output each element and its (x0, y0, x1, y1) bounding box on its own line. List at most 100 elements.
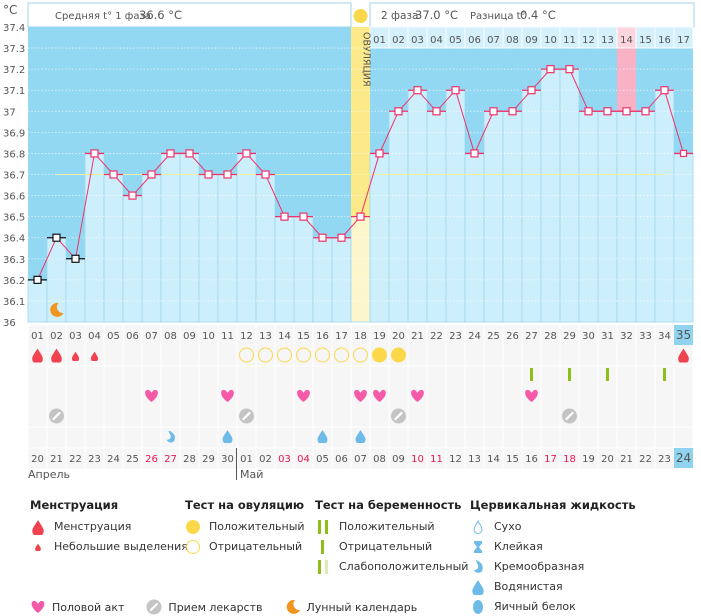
grid-cell (161, 406, 180, 427)
temperature-point (356, 212, 365, 221)
temperature-point (641, 107, 650, 116)
date-label: 21 (620, 454, 633, 465)
date-label: 13 (468, 454, 481, 465)
temperature-point (622, 107, 631, 116)
temperature-point (90, 149, 99, 158)
grid-cell (503, 386, 522, 407)
grid-cell (47, 325, 66, 346)
grid-cell (275, 366, 294, 387)
column-above (674, 48, 693, 154)
column-above (85, 27, 104, 154)
grid-cell (237, 427, 256, 448)
grid-cell (351, 406, 370, 427)
grid-cell (465, 345, 484, 366)
cycle-day-label: 14 (278, 331, 291, 342)
grid-cell (85, 325, 104, 346)
grid-cell (541, 345, 560, 366)
cycle-day-label: 10 (202, 331, 215, 342)
grid-cell (617, 325, 636, 346)
sun-icon (353, 9, 368, 23)
date-label: 23 (88, 454, 101, 465)
grid-cell (408, 345, 427, 366)
column-below (597, 110, 618, 323)
grid-cell (655, 386, 674, 407)
grid-cell (389, 427, 408, 448)
grid-cell (218, 448, 237, 469)
grid-cell (674, 386, 693, 407)
temperature-point (128, 191, 137, 200)
date-label: 26 (145, 454, 158, 465)
legend-label: Кремообразная (494, 560, 585, 573)
grid-cell (465, 366, 484, 387)
legend-label: Яичный белок (494, 600, 576, 613)
date-label: 20 (601, 454, 614, 465)
date-label: 22 (639, 454, 652, 465)
grid-cell (427, 448, 446, 469)
cycle-day-label: 28 (544, 331, 557, 342)
column-above (636, 48, 655, 112)
grid-cell (503, 406, 522, 427)
legend-item: Отрицательный (315, 537, 468, 557)
grid-cell (370, 448, 389, 469)
faint-bar-icon (318, 560, 328, 574)
cycle-day-label: 34 (658, 331, 671, 342)
column-below (27, 279, 48, 323)
grid-cell (370, 366, 389, 387)
grid-cell (427, 386, 446, 407)
date-label: 08 (373, 454, 386, 465)
grid-cell (560, 386, 579, 407)
grid-cell (446, 345, 465, 366)
post-ovulation-day-label: 17 (677, 35, 690, 46)
grid-cell (85, 448, 104, 469)
column-above (313, 27, 332, 238)
grid-cell (636, 366, 655, 387)
column-above (199, 27, 218, 175)
cycle-day-label: 18 (354, 331, 367, 342)
grid-cell (47, 366, 66, 387)
legend-label: Менструация (54, 520, 132, 533)
temperature-point (223, 170, 232, 179)
column-below (312, 237, 333, 323)
temperature-point (546, 65, 555, 74)
cycle-day-label: 23 (449, 331, 462, 342)
column-above (47, 27, 66, 238)
column-below (198, 174, 219, 323)
month-label: Май (240, 468, 263, 481)
column-below (160, 153, 181, 323)
grid-cell (579, 325, 598, 346)
current-day-cell (674, 325, 693, 345)
column-below (141, 174, 162, 323)
dry-icon (473, 519, 483, 534)
temperature-point (71, 254, 80, 263)
cycle-day-label: 08 (164, 331, 177, 342)
grid-cell (142, 325, 161, 346)
grid-cell (66, 427, 85, 448)
legend-label: Клейкая (494, 540, 543, 553)
temperature-point (280, 212, 289, 221)
grid-cell (294, 427, 313, 448)
grid-cell (332, 325, 351, 346)
date-label: 16 (525, 454, 538, 465)
y-tick-label: 37.3 (3, 44, 25, 55)
temperature-point (185, 149, 194, 158)
column-above (104, 27, 123, 175)
column-below (217, 174, 238, 323)
y-tick-label: 36.6 (3, 192, 25, 203)
grid-cell (579, 345, 598, 366)
post-ovulation-day-label: 01 (373, 35, 386, 46)
grid-cell (28, 448, 47, 469)
grid-cell (370, 427, 389, 448)
grid-cell (180, 448, 199, 469)
grid-cell (218, 366, 237, 387)
moon-icon (285, 599, 301, 615)
phase2-value: 37.0 °C (415, 8, 458, 22)
y-tick-label: 37 (3, 107, 16, 118)
grid-cell (465, 427, 484, 448)
ovulation-test-negative-icon (239, 347, 254, 363)
grid-cell (579, 448, 598, 469)
grid-cell (104, 448, 123, 469)
small-drop-icon (35, 543, 41, 551)
grid-cell (484, 448, 503, 469)
grid-cell (180, 427, 199, 448)
